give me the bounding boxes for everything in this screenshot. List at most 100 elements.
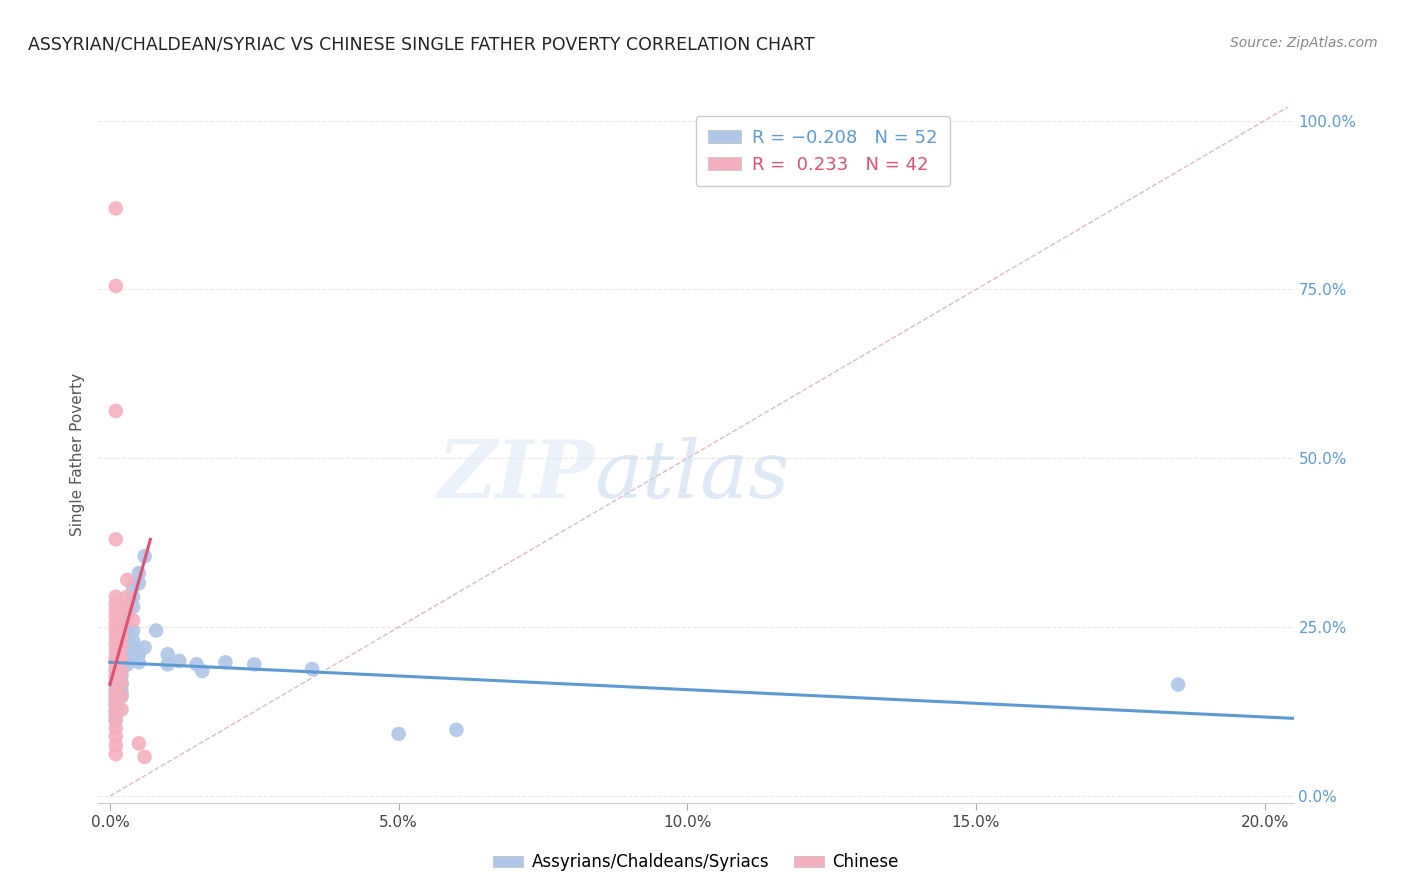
Point [104,675,127,690]
Point [243,657,266,672]
Point [145,624,167,638]
Point [104,714,127,728]
Point [117,620,139,634]
Point [104,664,127,678]
Point [122,624,145,638]
Point [104,688,127,702]
Point [122,641,145,656]
Point [104,603,127,617]
Point [301,662,323,676]
Legend: Assyrians/Chaldeans/Syriacs, Chinese: Assyrians/Chaldeans/Syriacs, Chinese [486,847,905,878]
Point [110,616,132,631]
Point [110,675,132,690]
Point [122,580,145,594]
Point [134,640,156,655]
Point [104,747,127,761]
Point [104,404,127,418]
Point [104,630,127,644]
Point [110,647,132,661]
Point [110,628,132,642]
Point [134,750,156,764]
Point [104,616,127,631]
Point [104,654,127,668]
Text: ZIP: ZIP [437,437,595,515]
Point [186,657,208,672]
Point [104,702,127,716]
Point [104,669,127,683]
Point [104,681,127,695]
Point [1167,677,1189,691]
Point [128,736,150,750]
Point [104,705,127,719]
Text: atlas: atlas [595,437,790,515]
Point [156,657,179,672]
Point [104,698,127,712]
Point [110,657,132,672]
Point [156,647,179,661]
Point [117,628,139,642]
Point [104,662,127,676]
Point [167,654,190,668]
Point [104,698,127,712]
Point [104,693,127,707]
Point [110,677,132,691]
Point [110,603,132,617]
Point [104,730,127,744]
Point [104,650,127,665]
Point [104,684,127,698]
Point [117,657,139,672]
Point [104,533,127,547]
Text: ASSYRIAN/CHALDEAN/SYRIAC VS CHINESE SINGLE FATHER POVERTY CORRELATION CHART: ASSYRIAN/CHALDEAN/SYRIAC VS CHINESE SING… [28,36,814,54]
Point [104,714,127,728]
Point [104,691,127,706]
Point [214,655,236,669]
Point [104,624,127,638]
Point [104,684,127,698]
Point [117,601,139,615]
Point [117,573,139,587]
Point [128,576,150,591]
Y-axis label: Single Father Poverty: Single Father Poverty [70,374,86,536]
Point [110,662,132,676]
Point [446,723,468,737]
Point [117,637,139,651]
Point [104,279,127,293]
Point [110,669,132,683]
Point [122,614,145,628]
Point [110,684,132,698]
Point [104,675,127,690]
Point [110,650,132,665]
Point [104,739,127,753]
Point [122,633,145,648]
Text: Source: ZipAtlas.com: Source: ZipAtlas.com [1230,36,1378,50]
Point [122,590,145,604]
Point [110,664,132,678]
Point [134,549,156,564]
Point [110,702,132,716]
Point [104,644,127,658]
Point [117,650,139,665]
Point [128,647,150,661]
Point [110,689,132,703]
Point [104,671,127,685]
Point [104,590,127,604]
Point [104,708,127,723]
Point [122,599,145,614]
Point [104,637,127,651]
Point [110,689,132,703]
Point [117,599,139,614]
Point [110,639,132,653]
Point [117,610,139,624]
Point [128,566,150,581]
Point [117,590,139,604]
Point [104,722,127,736]
Point [104,597,127,611]
Point [128,655,150,669]
Point [104,655,127,669]
Point [104,202,127,216]
Point [388,727,411,741]
Point [117,644,139,658]
Point [191,664,214,678]
Point [110,640,132,655]
Point [104,610,127,624]
